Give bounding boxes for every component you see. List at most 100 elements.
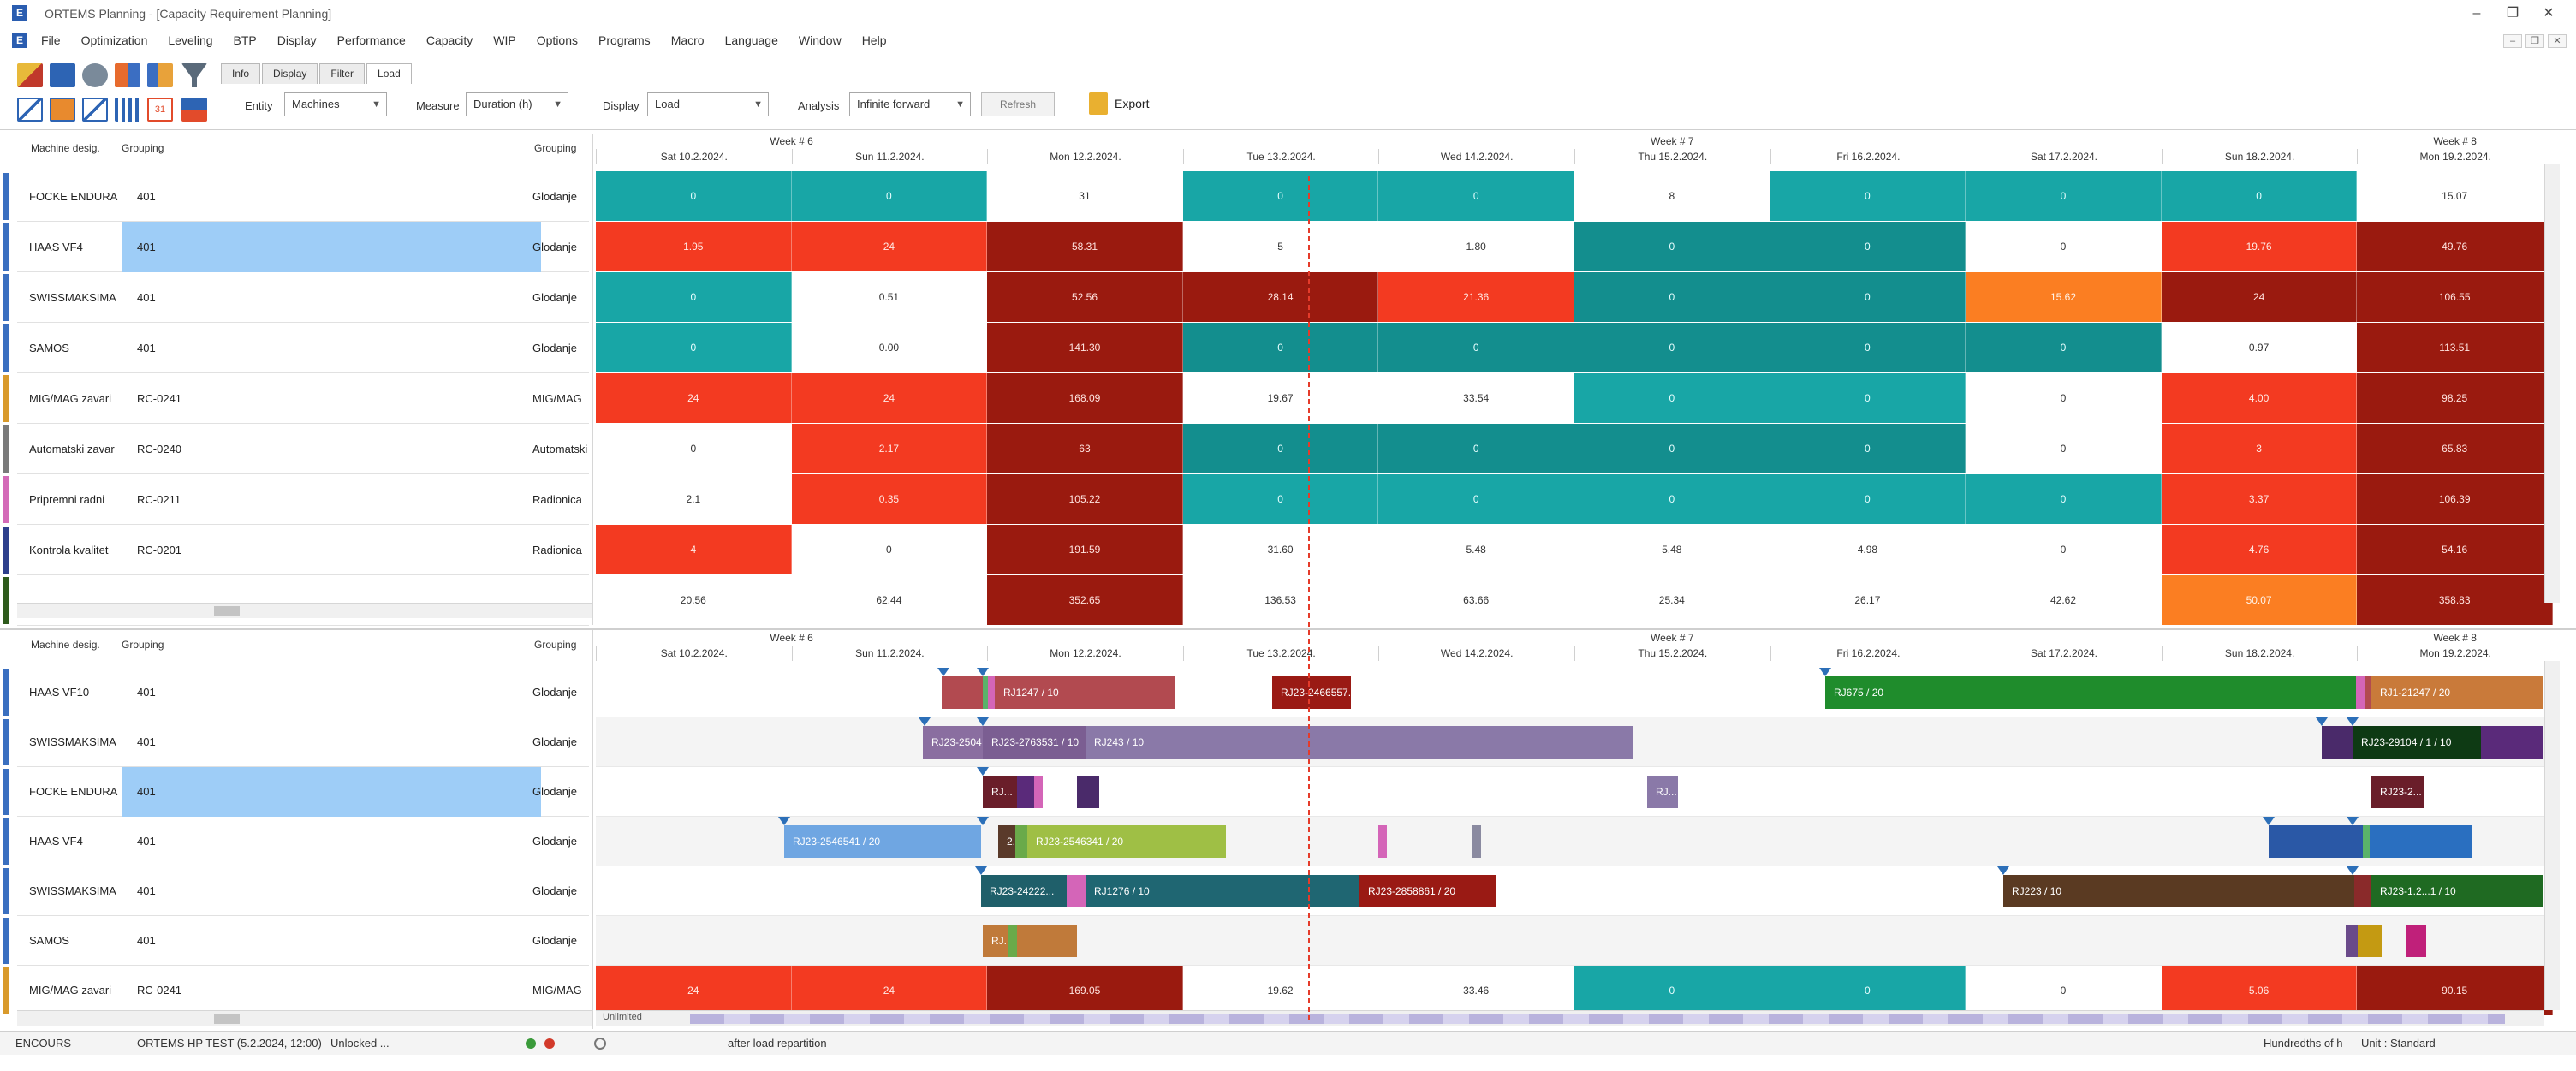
load-cell[interactable]: 58.31 [987,222,1183,271]
load-cell[interactable]: 26.17 [1770,575,1966,625]
load-cell[interactable]: 5.48 [1574,525,1770,574]
load-cell[interactable]: 33.54 [1378,373,1574,423]
analysis-select[interactable]: Infinite forward ▼ [849,92,971,116]
machine-row[interactable]: SWISSMAKSIMA 401 Glodanje [3,272,589,323]
header-grouping[interactable]: Grouping [122,142,164,154]
close-button[interactable]: ✕ [2543,6,2555,21]
gantt-task-bar[interactable] [2346,925,2358,957]
load-cell[interactable]: 20.56 [596,575,792,625]
gantt-task-bar[interactable]: RJ243 / 10 [1086,726,1633,759]
load-cell[interactable]: 0 [1574,966,1770,1015]
machine-row[interactable]: FOCKE ENDURA 401 Glodanje [3,171,589,222]
calendar-icon[interactable]: 31 [147,98,173,122]
gantt-task-bar[interactable]: RJ23-2546541 / 20 [784,825,981,858]
load-cell[interactable]: 5.06 [2161,966,2358,1015]
load-cell[interactable]: 141.30 [987,323,1183,372]
load-cell[interactable]: 358.83 [2357,575,2553,625]
load-cell[interactable]: 0 [1574,424,1770,473]
filter-icon[interactable] [181,63,207,87]
load-cell[interactable]: 24 [596,966,792,1015]
gantt-task-bar[interactable]: RJ23-2... [2371,776,2424,808]
menu-item-display[interactable]: Display [277,33,317,47]
gantt-task-bar[interactable]: RJ1-21247 / 20 [2371,676,2543,709]
load-cell[interactable]: 0 [1378,171,1574,221]
gantt-task-bar[interactable]: RJ23-1.2...1 / 10 [2371,875,2543,907]
gantt-task-bar[interactable]: RJ1276 / 10 [1086,875,1359,907]
header-machine-designation[interactable]: Machine desig. [31,142,100,154]
day-label[interactable]: Thu 15.2.2024. [1574,149,1770,164]
day-label[interactable]: Sun 11.2.2024. [791,646,988,661]
load-cell[interactable]: 0.97 [2161,323,2358,372]
gantt-task-bar[interactable] [1034,776,1043,808]
load-cell[interactable]: 106.39 [2357,474,2553,524]
open-icon[interactable] [17,63,43,87]
load-cell[interactable]: 0 [596,272,792,322]
gantt-task-bar[interactable] [2322,726,2353,759]
load-cell[interactable]: 0 [1574,222,1770,271]
gantt-task-bar[interactable] [2406,925,2426,957]
machine-row[interactable]: Automatski zavar RC-0240 Automatski [3,424,589,474]
load-cell[interactable]: 0 [1770,272,1966,322]
menu-item-btp[interactable]: BTP [233,33,257,47]
load-cell[interactable]: 24 [791,373,988,423]
zoom-out-icon[interactable] [82,98,108,122]
load-cell[interactable]: 1.95 [596,222,792,271]
load-cell[interactable]: 3.37 [2161,474,2358,524]
day-label[interactable]: Mon 12.2.2024. [987,646,1183,661]
load-cell[interactable]: 4.00 [2161,373,2358,423]
load-cell[interactable]: 0 [596,424,792,473]
gantt-task-bar[interactable] [1008,925,1017,957]
minimize-button[interactable]: – [2472,6,2481,21]
header-grouping-2[interactable]: Grouping [534,142,577,154]
day-label[interactable]: Wed 14.2.2024. [1378,149,1574,164]
load-cell[interactable]: 136.53 [1182,575,1379,625]
day-label[interactable]: Sun 11.2.2024. [791,149,988,164]
load-cell[interactable]: 0.51 [791,272,988,322]
machine-row[interactable]: MIG/MAG zavari RC-0241 MIG/MAG [3,966,589,1015]
tab-info[interactable]: Info [221,63,261,84]
machine-row[interactable]: FOCKE ENDURA 401 Glodanje [3,767,589,817]
table-icon[interactable] [115,98,140,122]
gantt-task-bar[interactable] [2358,925,2382,957]
machine-row[interactable]: HAAS VF10 401 Glodanje [3,668,589,717]
load-cell[interactable]: 52.56 [987,272,1183,322]
load-cell[interactable]: 21.36 [1378,272,1574,322]
gantt-task-bar[interactable]: RJ... [983,925,1008,957]
load-cell[interactable]: 0 [1966,171,2162,221]
load-cell[interactable]: 31 [987,171,1183,221]
header-machine-designation[interactable]: Machine desig. [31,639,100,651]
menu-item-optimization[interactable]: Optimization [80,33,148,47]
menu-item-options[interactable]: Options [536,33,578,47]
menu-item-capacity[interactable]: Capacity [425,33,473,47]
load-cell[interactable]: 19.62 [1182,966,1379,1015]
zoom-in-icon[interactable] [17,98,43,122]
load-cell[interactable]: 24 [791,966,988,1015]
menu-item-macro[interactable]: Macro [670,33,705,47]
grid-icon[interactable] [50,98,75,122]
panel-divider[interactable] [592,630,593,1029]
load-cell[interactable]: 5.48 [1378,525,1574,574]
menu-item-wip[interactable]: WIP [493,33,516,47]
tab-filter[interactable]: Filter [319,63,366,84]
day-label[interactable]: Sat 17.2.2024. [1966,646,2162,661]
document-icon[interactable]: E [12,33,27,48]
load-cell[interactable]: 4 [596,525,792,574]
load-cell[interactable]: 5 [1182,222,1379,271]
gantt-task-bar[interactable] [2354,875,2371,907]
day-label[interactable]: Wed 14.2.2024. [1378,646,1574,661]
load-cell[interactable]: 0 [1378,474,1574,524]
load-cell[interactable]: 0 [1182,474,1379,524]
load-cell[interactable]: 0 [1378,323,1574,372]
save-icon[interactable] [50,63,75,87]
menu-item-leveling[interactable]: Leveling [168,33,213,47]
load-cell[interactable]: 0 [1966,424,2162,473]
load-cell[interactable]: 2.17 [791,424,988,473]
load-cell[interactable]: 0 [1574,323,1770,372]
day-label[interactable]: Tue 13.2.2024. [1182,149,1379,164]
load-cell[interactable]: 352.65 [987,575,1183,625]
tab-load[interactable]: Load [366,63,412,84]
load-cell[interactable]: 0 [596,171,792,221]
load-cell[interactable]: 31.60 [1182,525,1379,574]
machine-row[interactable]: HAAS VF4 401 Glodanje [3,817,589,866]
mdi-restore-button[interactable]: ❐ [2525,34,2544,48]
